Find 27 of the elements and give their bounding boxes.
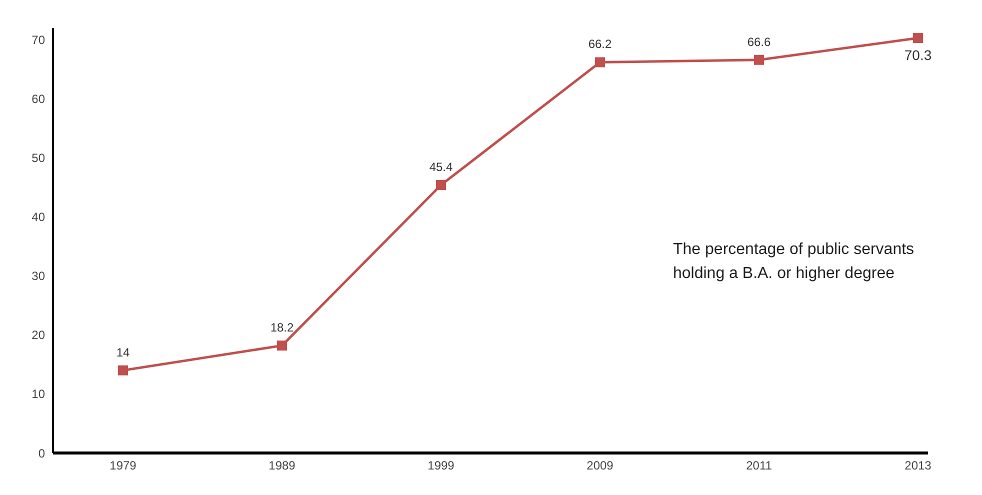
x-tick-label: 1999 [428,458,455,473]
y-tick-label: 0 [38,446,46,460]
x-tick-label: 2009 [586,458,614,473]
y-tick-label: 40 [32,210,46,224]
point [277,340,287,351]
data-label: 66.2 [588,37,612,52]
y-tick-label: 70 [32,33,46,48]
x-tick-label: 2011 [746,458,772,473]
data-label: 70.3 [904,47,932,64]
data-label: 18.2 [270,320,294,335]
data-label: 14 [116,345,130,360]
point [436,180,446,190]
y-tick-label: 30 [32,269,46,284]
y-tick-label: 50 [32,151,46,166]
y-tick-label: 20 [32,328,46,342]
x-tick-label: 2013 [904,458,932,473]
annotation: The percentage of public servants holding a B.A. or higher degree [673,240,916,284]
data-label: 45.4 [429,160,453,174]
y-tick-label: 10 [32,387,46,402]
point [913,33,923,44]
point [595,57,605,68]
y-tick-label: 60 [32,92,46,106]
x-tick-label: 1979 [110,458,137,473]
data-label: 66.6 [747,34,771,49]
x-tick-label: 1989 [268,458,296,473]
point [118,365,128,376]
point [754,54,764,65]
